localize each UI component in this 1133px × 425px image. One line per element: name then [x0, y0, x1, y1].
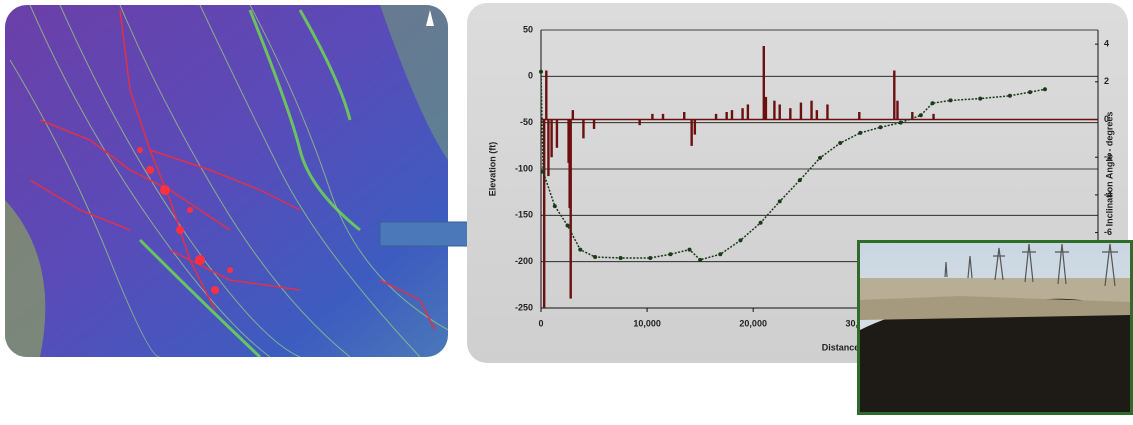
- point: [858, 130, 863, 135]
- bar: [893, 70, 896, 120]
- point: [687, 247, 692, 252]
- point: [838, 141, 843, 146]
- point: [758, 220, 763, 225]
- point: [777, 199, 782, 204]
- bar: [569, 119, 572, 299]
- photo: [857, 240, 1133, 415]
- y2-tick-label: 4: [1104, 39, 1109, 49]
- point: [718, 252, 723, 257]
- point: [648, 255, 653, 260]
- bar: [542, 119, 546, 308]
- bar: [550, 119, 553, 158]
- bar: [764, 96, 768, 120]
- bar: [746, 104, 750, 120]
- point: [1042, 87, 1047, 92]
- y2-tick-label: -4: [1104, 189, 1112, 199]
- y-tick-label: 0: [528, 71, 533, 81]
- point: [1028, 90, 1033, 95]
- bar: [547, 119, 550, 177]
- y2-tick-label: -6: [1104, 227, 1112, 237]
- bar: [690, 119, 693, 146]
- point: [878, 125, 883, 130]
- bar: [762, 46, 765, 120]
- point: [552, 204, 557, 209]
- map: [5, 5, 448, 357]
- bar: [592, 119, 596, 129]
- bar: [741, 108, 744, 120]
- y-tick-label: -250: [515, 302, 533, 312]
- bar: [638, 119, 641, 126]
- y-tick-label: -200: [515, 256, 533, 266]
- bar: [815, 110, 819, 120]
- y-tick-label: -50: [520, 117, 533, 127]
- bar: [725, 111, 728, 120]
- bar: [693, 119, 697, 135]
- point: [539, 69, 543, 74]
- point: [1007, 93, 1012, 98]
- y2-axis-label: Inclination Angle - degrees: [1104, 112, 1114, 227]
- y-tick-label: 50: [523, 24, 533, 34]
- bar: [730, 110, 734, 120]
- bar: [683, 111, 686, 120]
- point: [541, 169, 546, 174]
- bar: [911, 111, 914, 120]
- bar: [932, 113, 935, 120]
- bar: [799, 102, 803, 120]
- bar: [773, 100, 776, 120]
- x-tick-label: 0: [538, 318, 543, 328]
- bar: [555, 119, 559, 148]
- bar: [810, 100, 813, 120]
- line: [540, 71, 1046, 261]
- point: [593, 255, 598, 260]
- y2-tick-label: -2: [1104, 152, 1112, 162]
- point: [578, 247, 583, 252]
- bar: [582, 119, 585, 139]
- bar: [571, 110, 575, 120]
- y-tick-label: -100: [515, 163, 533, 173]
- bar: [714, 113, 718, 120]
- point: [797, 178, 802, 183]
- y2-tick-label: 0: [1104, 114, 1109, 124]
- point: [930, 101, 935, 106]
- point: [618, 255, 623, 260]
- bar: [789, 108, 792, 120]
- bar: [545, 70, 548, 120]
- point: [898, 120, 903, 125]
- point: [668, 252, 673, 257]
- x-tick-label: 10,000: [633, 318, 661, 328]
- bar: [661, 113, 665, 120]
- y-axis-label: Elevation (ft): [487, 142, 497, 197]
- bar: [651, 113, 654, 120]
- point: [918, 113, 923, 118]
- bar: [896, 100, 899, 120]
- bar: [858, 111, 861, 120]
- y2-tick-label: 2: [1104, 76, 1109, 86]
- x-tick-label: 20,000: [739, 318, 767, 328]
- point: [948, 98, 953, 103]
- point: [565, 223, 570, 228]
- y-tick-label: -150: [515, 210, 533, 220]
- bar: [826, 104, 829, 120]
- point: [698, 257, 703, 262]
- point: [978, 96, 983, 101]
- point: [818, 155, 823, 160]
- point: [738, 238, 743, 243]
- bar: [778, 104, 781, 120]
